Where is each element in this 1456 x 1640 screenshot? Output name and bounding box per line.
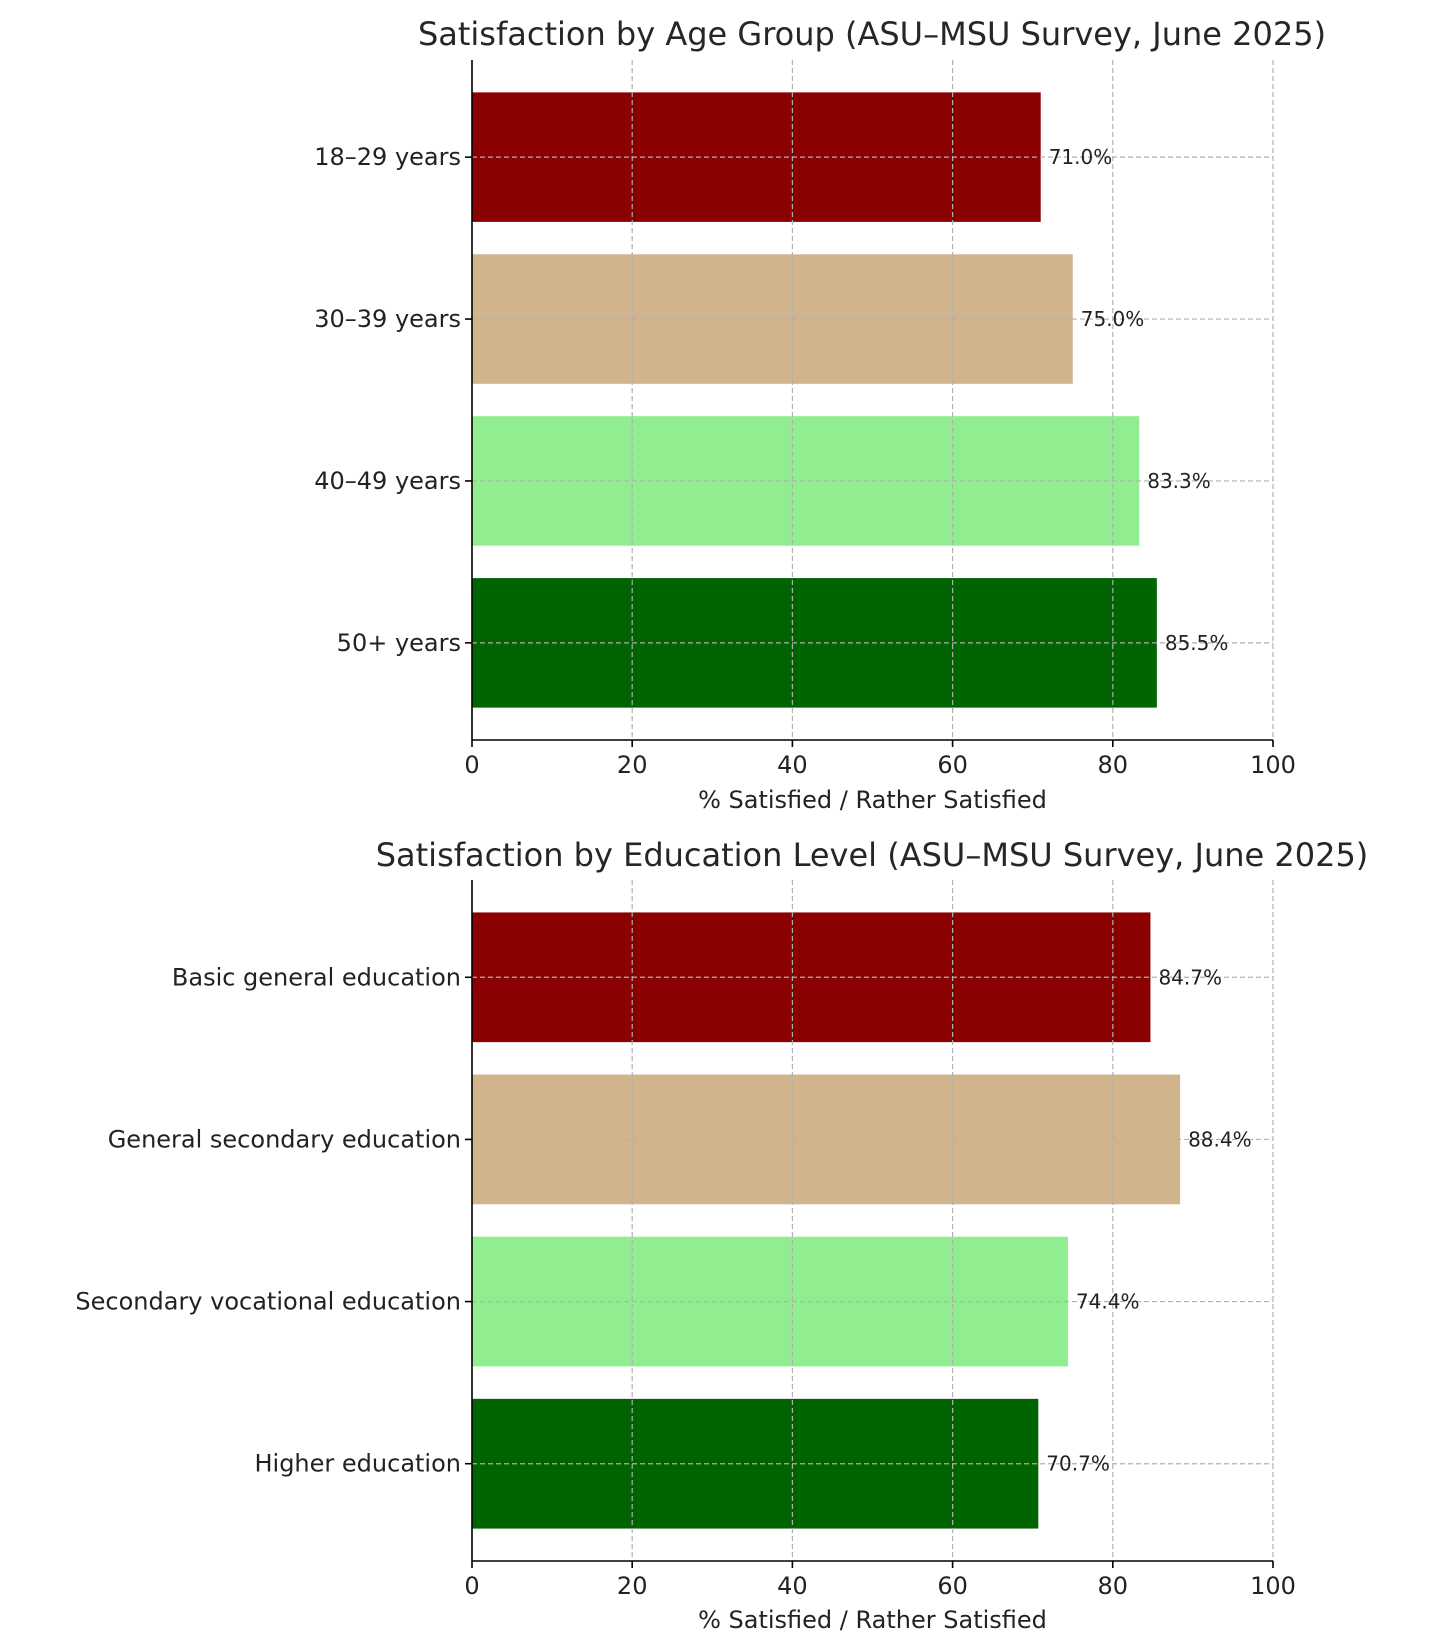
- bar-value-label: 84.7%: [1158, 965, 1222, 989]
- bar-value-label: 85.5%: [1165, 631, 1229, 655]
- bar-value-label: 74.4%: [1076, 1290, 1140, 1314]
- y-tick-label: 30–39 years: [314, 305, 461, 333]
- y-tick-label: 18–29 years: [314, 143, 461, 171]
- y-tick-label: Secondary vocational education: [75, 1288, 461, 1316]
- chart-title: Satisfaction by Age Group (ASU–MSU Surve…: [418, 15, 1326, 53]
- x-tick-label: 60: [937, 751, 968, 779]
- x-tick-label: 60: [937, 1572, 968, 1600]
- x-tick-label: 40: [777, 751, 808, 779]
- x-tick-label: 0: [464, 751, 479, 779]
- x-tick-label: 100: [1250, 1572, 1296, 1600]
- x-axis-label: % Satisfied / Rather Satisfied: [698, 1606, 1047, 1634]
- x-tick-label: 0: [464, 1572, 479, 1600]
- chart-2: Satisfaction by Education Level (ASU–MSU…: [75, 836, 1368, 1634]
- x-tick-label: 20: [617, 751, 648, 779]
- x-axis-label: % Satisfied / Rather Satisfied: [698, 786, 1047, 814]
- y-tick-label: Basic general education: [172, 963, 461, 991]
- x-tick-label: 80: [1098, 1572, 1129, 1600]
- y-tick-label: General secondary education: [108, 1125, 461, 1153]
- y-tick-label: Higher education: [254, 1450, 461, 1478]
- y-tick-label: 40–49 years: [314, 467, 461, 495]
- bar-value-label: 88.4%: [1188, 1127, 1252, 1151]
- bar-value-label: 70.7%: [1046, 1452, 1110, 1476]
- x-tick-label: 100: [1250, 751, 1296, 779]
- x-tick-label: 40: [777, 1572, 808, 1600]
- y-tick-label: 50+ years: [337, 629, 461, 657]
- bar-value-label: 75.0%: [1081, 307, 1145, 331]
- chart-1: Satisfaction by Age Group (ASU–MSU Surve…: [314, 15, 1326, 814]
- chart-title: Satisfaction by Education Level (ASU–MSU…: [376, 836, 1369, 874]
- bar-value-label: 83.3%: [1147, 469, 1211, 493]
- x-tick-label: 80: [1098, 751, 1129, 779]
- x-tick-label: 20: [617, 1572, 648, 1600]
- bar-value-label: 71.0%: [1049, 145, 1113, 169]
- bar: [472, 578, 1157, 708]
